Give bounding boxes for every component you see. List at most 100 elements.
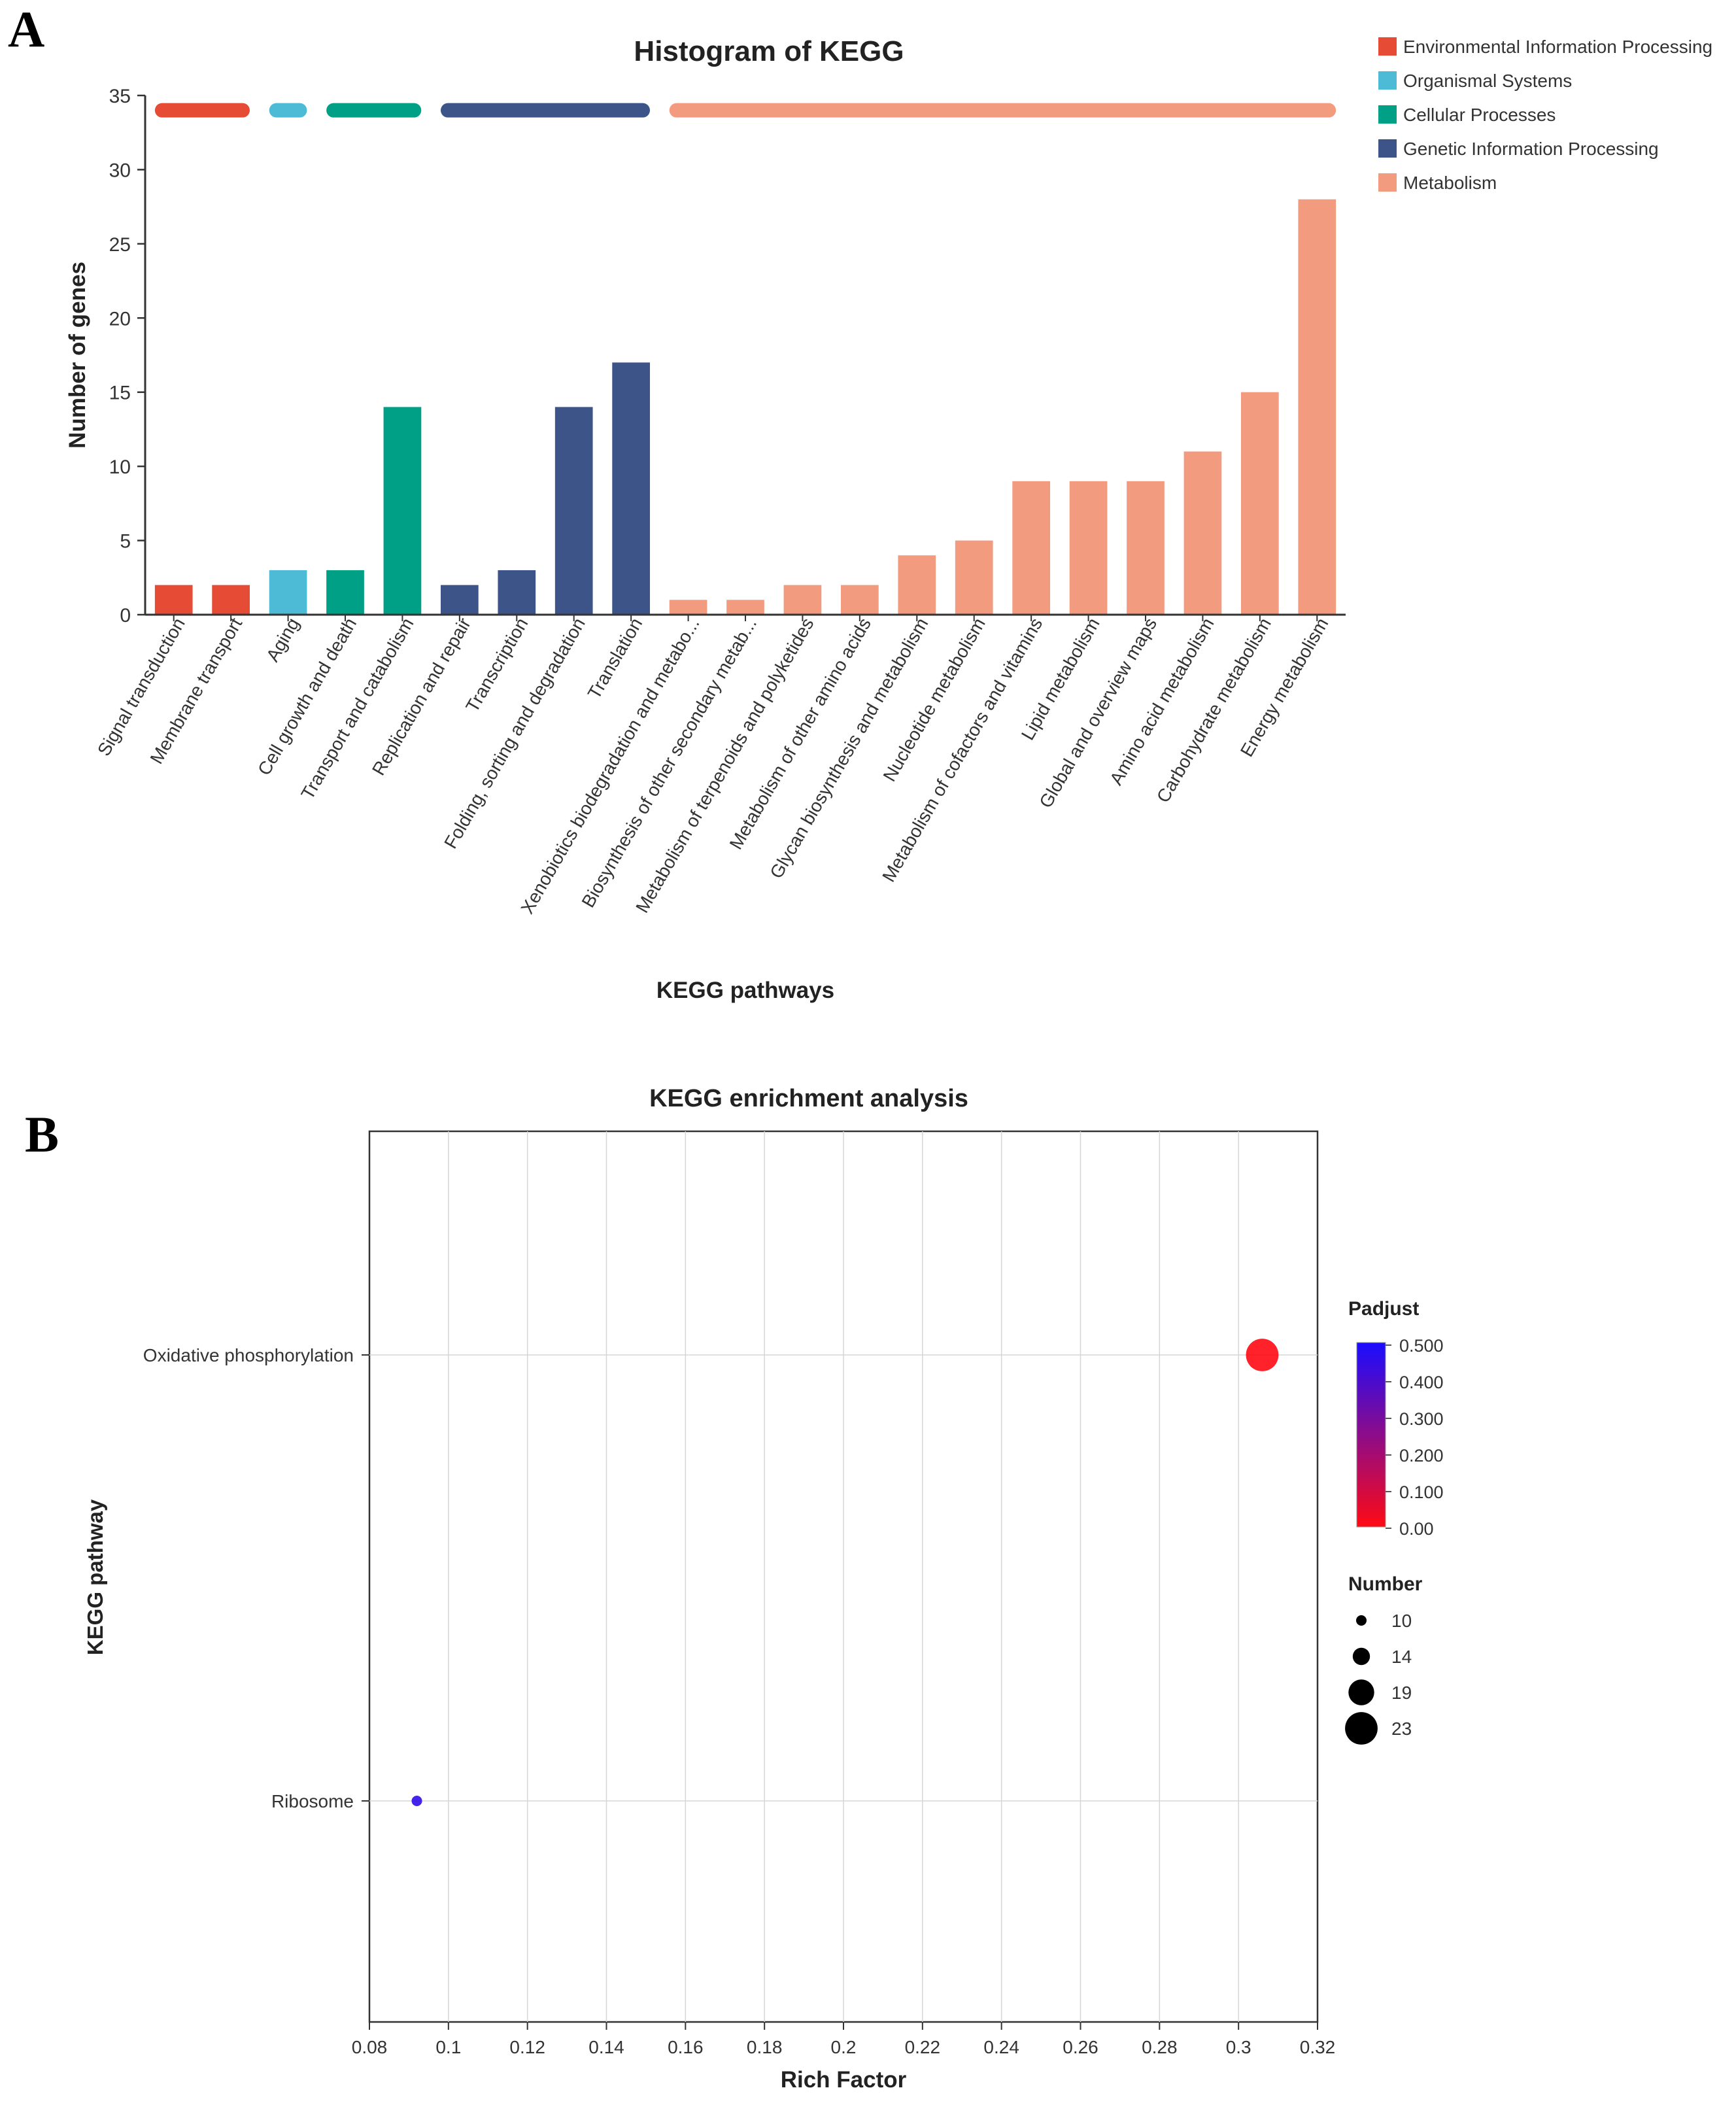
chart-b-points bbox=[411, 1339, 1279, 1806]
kegg-histogram: Histogram of KEGG 0 5 10 15 20 25 30 35 Signal … bbox=[65, 35, 1712, 1003]
number-legend-dot bbox=[1348, 1679, 1374, 1705]
chart-a-x-tick-label: Global and overview maps bbox=[1035, 615, 1161, 812]
chart-a-legend-label: Cellular Processes bbox=[1403, 105, 1556, 125]
chart-b-y-axis-title: KEGG pathway bbox=[83, 1499, 107, 1655]
chart-b-gridlines bbox=[369, 1131, 1318, 2022]
chart-b-title: KEGG enrichment analysis bbox=[649, 1085, 968, 1112]
chart-a-x-tick-label: Replication and repair bbox=[368, 615, 475, 779]
chart-a-y-tick-label: 25 bbox=[109, 234, 131, 256]
padjust-legend-tick-label: 0.100 bbox=[1399, 1482, 1444, 1502]
chart-a-y-tick-label: 10 bbox=[109, 456, 131, 478]
chart-b-point bbox=[411, 1796, 422, 1806]
chart-a-bar bbox=[269, 570, 307, 615]
chart-a-bar bbox=[441, 585, 479, 615]
padjust-legend-title: Padjust bbox=[1348, 1298, 1419, 1320]
chart-a-x-axis-title: KEGG pathways bbox=[656, 978, 834, 1003]
chart-a-y-tick-label: 15 bbox=[109, 383, 131, 404]
chart-a-x-tick-label: Amino acid metabolism bbox=[1106, 615, 1218, 789]
chart-a-bar bbox=[326, 570, 364, 615]
chart-a-y-tick-label: 5 bbox=[120, 531, 131, 553]
chart-a-bar bbox=[1012, 481, 1050, 615]
chart-a-legend-swatch bbox=[1378, 105, 1397, 124]
chart-a-y-tick-label: 20 bbox=[109, 308, 131, 330]
padjust-legend-tick-label: 0.300 bbox=[1399, 1409, 1444, 1429]
chart-a-x-tick-label: Translation bbox=[584, 614, 647, 702]
chart-a-legend-swatch bbox=[1378, 139, 1397, 158]
chart-a-bars bbox=[154, 199, 1336, 615]
chart-a-x-tick-label: Cell growth and death bbox=[254, 615, 360, 779]
chart-b-x-tick-label: 0.14 bbox=[588, 2037, 624, 2057]
chart-a-legend-swatch bbox=[1378, 71, 1397, 90]
chart-a-bar bbox=[669, 600, 707, 615]
chart-a-x-tick-label: Carbohydrate metabolism bbox=[1153, 615, 1275, 806]
padjust-color-ramp bbox=[1356, 1342, 1386, 1528]
chart-a-bar bbox=[612, 362, 650, 615]
chart-b-y-tick-label: Oxidative phosphorylation bbox=[143, 1345, 354, 1365]
chart-b-x-tick-label: 0.12 bbox=[509, 2037, 545, 2057]
chart-a-x-tick-label: Nucleotide metabolism bbox=[879, 615, 989, 785]
chart-a-bar bbox=[898, 555, 936, 615]
padjust-legend-tick-label: 0.200 bbox=[1399, 1446, 1444, 1465]
chart-a-bar bbox=[783, 585, 822, 615]
chart-a-y-tick-label: 30 bbox=[109, 160, 131, 181]
chart-a-legend-label: Organismal Systems bbox=[1403, 71, 1572, 91]
chart-a-x-tick-label: Transport and catabolism bbox=[297, 615, 417, 803]
chart-b-x-tick-label: 0.32 bbox=[1300, 2037, 1336, 2057]
chart-b-x-tick-label: 0.16 bbox=[668, 2037, 704, 2057]
chart-b-x-tick-label: 0.22 bbox=[905, 2037, 941, 2057]
padjust-legend: Padjust 0.500 0.400 0.300 0.200 0.100 0.00 bbox=[1348, 1298, 1444, 1539]
chart-a-bar bbox=[726, 600, 764, 615]
chart-a-legend-label: Environmental Information Processing bbox=[1403, 37, 1712, 57]
chart-a-y-axis-title: Number of genes bbox=[65, 262, 90, 449]
padjust-legend-tick-label: 0.500 bbox=[1399, 1336, 1444, 1356]
panel-a-label: A bbox=[8, 1, 45, 58]
padjust-legend-tick-label: 0.400 bbox=[1399, 1373, 1444, 1392]
chart-a-bar bbox=[841, 585, 879, 615]
chart-b-point bbox=[1246, 1339, 1279, 1371]
chart-a-title: Histogram of KEGG bbox=[634, 35, 904, 67]
chart-a-bar bbox=[1127, 481, 1165, 615]
panel-b-label: B bbox=[25, 1106, 60, 1163]
chart-a-bar bbox=[1241, 392, 1279, 615]
chart-b-y-tick-label: Ribosome bbox=[271, 1791, 354, 1811]
chart-b-x-tick-label: 0.26 bbox=[1063, 2037, 1098, 2057]
chart-a-bar bbox=[212, 585, 250, 615]
number-legend: Number 10 14 19 23 bbox=[1345, 1573, 1423, 1745]
kegg-enrichment-bubble: KEGG enrichment analysis Oxidative phosp… bbox=[83, 1085, 1444, 2093]
number-legend-dot bbox=[1356, 1615, 1367, 1626]
chart-a-bar bbox=[1069, 481, 1108, 615]
number-legend-label: 19 bbox=[1391, 1683, 1412, 1703]
chart-a-bar bbox=[498, 570, 536, 615]
chart-a-bar bbox=[554, 407, 593, 615]
chart-a-bar bbox=[383, 407, 422, 615]
chart-b-x-tick-label: 0.08 bbox=[352, 2037, 388, 2057]
chart-a-legend-swatch bbox=[1378, 173, 1397, 192]
chart-a-bar bbox=[1183, 451, 1222, 615]
chart-a-legend-swatch bbox=[1378, 37, 1397, 56]
chart-b-x-tick-label: 0.24 bbox=[983, 2037, 1019, 2057]
chart-a-y-tick-label: 35 bbox=[109, 86, 131, 107]
chart-b-x-tick-label: 0.18 bbox=[747, 2037, 783, 2057]
chart-a-legend: Environmental Information Processing Orga… bbox=[1378, 37, 1712, 193]
chart-a-bar bbox=[1298, 199, 1336, 615]
chart-a-bar bbox=[955, 540, 993, 615]
number-legend-label: 10 bbox=[1391, 1611, 1412, 1631]
chart-a-legend-label: Genetic Information Processing bbox=[1403, 139, 1659, 159]
chart-a-bar bbox=[154, 585, 193, 615]
padjust-legend-ticks: 0.500 0.400 0.300 0.200 0.100 0.00 bbox=[1386, 1336, 1444, 1539]
chart-b-x-tick-label: 0.2 bbox=[831, 2037, 857, 2057]
chart-b-y-tick-labels: Oxidative phosphorylation Ribosome bbox=[143, 1345, 369, 1811]
number-legend-dot bbox=[1352, 1647, 1370, 1666]
number-legend-label: 23 bbox=[1391, 1719, 1412, 1739]
chart-a-legend-label: Metabolism bbox=[1403, 173, 1497, 193]
chart-a-y-axis: 0 5 10 15 20 25 30 35 bbox=[109, 86, 145, 626]
chart-b-x-axis-title: Rich Factor bbox=[781, 2067, 907, 2093]
number-legend-title: Number bbox=[1348, 1573, 1423, 1595]
chart-a-x-tick-label: Aging bbox=[262, 615, 303, 666]
chart-b-x-tick-labels: 0.08 0.1 0.12 0.14 0.16 0.18 0.2 0.22 0.24 0.26 0.… bbox=[352, 2022, 1336, 2057]
chart-b-x-tick-label: 0.28 bbox=[1142, 2037, 1178, 2057]
padjust-legend-tick-label: 0.00 bbox=[1399, 1519, 1434, 1539]
chart-b-x-tick-label: 0.3 bbox=[1226, 2037, 1251, 2057]
